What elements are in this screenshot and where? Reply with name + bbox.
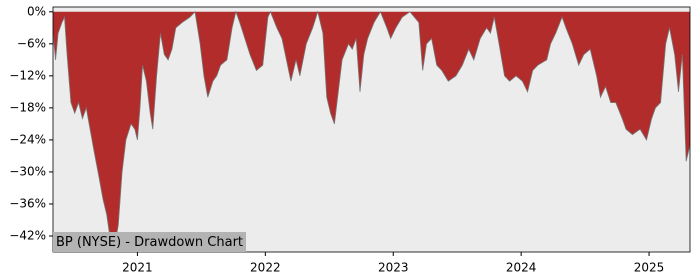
- y-tick-label: −18%: [9, 100, 46, 114]
- title-box: [53, 232, 247, 252]
- drawdown-area: [53, 11, 690, 247]
- y-tick-label: −36%: [9, 196, 46, 210]
- plot-frame: [52, 6, 691, 253]
- x-tick-label: 2024: [506, 261, 537, 275]
- x-tick-label: 2023: [378, 261, 409, 275]
- chart-title: BP (NYSE) - Drawdown Chart: [56, 235, 243, 250]
- x-tick-label: 2022: [250, 261, 281, 275]
- y-tick-label: −12%: [9, 68, 46, 82]
- y-tick-label: −30%: [9, 164, 46, 178]
- plot-area: [52, 10, 691, 248]
- y-tick-label: 0%: [27, 4, 46, 18]
- y-tick-label: −24%: [9, 132, 46, 146]
- x-tick-label: 2025: [634, 261, 665, 275]
- x-tick-label: 2021: [122, 261, 153, 275]
- y-tick-label: −6%: [17, 36, 46, 50]
- y-tick-label: −42%: [9, 228, 46, 242]
- drawdown-edge: [52, 10, 691, 248]
